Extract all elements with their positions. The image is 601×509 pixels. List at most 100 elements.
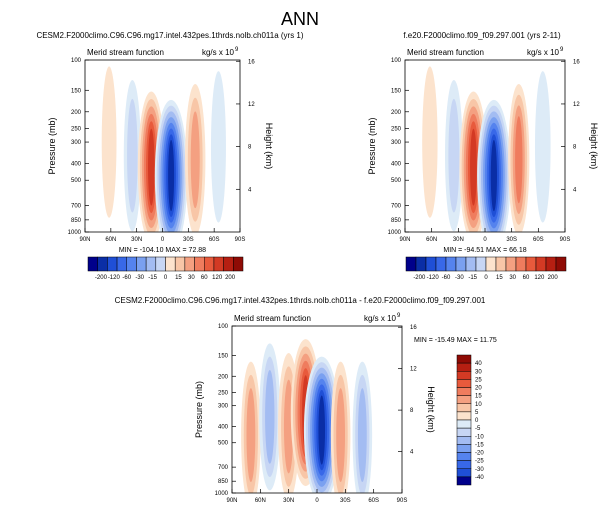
x-tick-label: 90S: [397, 498, 408, 504]
panel-right-label: kg/s x 10: [364, 314, 397, 323]
x-tick-label: 30S: [183, 237, 194, 243]
y-tick-label: 200: [218, 374, 229, 380]
contour-cell-4-level-8: [168, 140, 175, 212]
colorbar-label: -200: [413, 275, 426, 281]
contour-cell-7-level-3: [357, 388, 367, 482]
y-tick-label: 700: [218, 465, 229, 471]
x-tick-label: 90S: [560, 237, 571, 243]
colorbar-label: 0: [484, 275, 488, 281]
panel-title: f.e20.F2000climo.f09_f09.297.001 (yrs 2-…: [403, 31, 561, 40]
colorbar-box: [515, 256, 527, 272]
colorbar-label: 0: [164, 275, 168, 281]
y-tick-label: 200: [71, 110, 82, 116]
colorbar-box: [204, 256, 215, 272]
colorbar-box: [456, 371, 472, 380]
x-tick-label: 0: [161, 237, 165, 243]
right-y-tick-label: 4: [410, 450, 414, 456]
colorbar-label: -10: [475, 434, 484, 440]
contour-cell-6-level-3: [336, 388, 346, 482]
colorbar-label: -5: [475, 426, 481, 432]
panel-right-label-exponent: 9: [235, 47, 239, 53]
colorbar-box: [97, 256, 108, 272]
colorbar-box: [456, 476, 472, 486]
colorbar-box: [233, 256, 244, 272]
right-y-tick-label: 16: [410, 325, 417, 331]
y-tick-label: 250: [71, 126, 82, 132]
y-tick-label: 300: [218, 404, 229, 410]
right-y-tick-label: 12: [573, 102, 580, 108]
colorbar-box: [223, 256, 234, 272]
contour-cell-4-level-8: [490, 140, 497, 212]
colorbar-box: [184, 256, 195, 272]
y-tick-label: 150: [218, 353, 229, 359]
colorbar-box: [445, 256, 457, 272]
x-tick-label: 90S: [235, 237, 246, 243]
colorbar-box: [194, 256, 205, 272]
colorbar-label: -30: [135, 275, 144, 281]
y-tick-label: 850: [71, 218, 82, 224]
y-tick-label: 1000: [215, 491, 229, 497]
contour-cell-1-level-1: [422, 66, 438, 218]
colorbar-label: -15: [468, 275, 477, 281]
y-axis-label: Pressure (mb): [194, 381, 204, 438]
right-y-tick-label: 8: [410, 408, 414, 414]
colorbar-label: 30: [188, 275, 195, 281]
colorbar-label: -60: [122, 275, 131, 281]
y-tick-label: 400: [218, 425, 229, 431]
colorbar-box: [555, 256, 567, 272]
colorbar-box: [456, 444, 472, 453]
min-max-stats: MIN = -104.10 MAX = 72.88: [119, 247, 206, 254]
y-tick-label: 100: [391, 58, 402, 64]
y-tick-label: 400: [71, 162, 82, 168]
panel-right-label: kg/s x 10: [527, 48, 560, 57]
y-tick-label: 300: [391, 140, 402, 146]
x-tick-label: 60N: [105, 237, 116, 243]
y-tick-label: 100: [71, 58, 82, 64]
colorbar-label: -120: [108, 275, 121, 281]
colorbar-label: 10: [475, 402, 482, 408]
colorbar-label: 40: [475, 361, 482, 367]
colorbar-box: [456, 379, 472, 388]
panel-right-label: kg/s x 10: [202, 48, 235, 57]
colorbar-label: 60: [523, 275, 530, 281]
colorbar-label: -30: [475, 467, 484, 473]
colorbar-label: -15: [148, 275, 157, 281]
colorbar-box: [456, 411, 472, 421]
colorbar-box: [165, 256, 176, 272]
x-tick-label: 60S: [533, 237, 544, 243]
colorbar-box: [126, 256, 137, 272]
panel-1: CESM2.F2000climo.C96.C96.mg17.intel.432p…: [36, 31, 303, 254]
colorbar-box: [535, 256, 547, 272]
colorbar-label: -120: [427, 275, 440, 281]
panel-right-label-exponent: 9: [560, 47, 564, 53]
y-tick-label: 850: [391, 218, 402, 224]
x-tick-label: 30N: [283, 498, 294, 504]
right-y-tick-label: 12: [248, 102, 255, 108]
x-tick-label: 60N: [255, 498, 266, 504]
x-tick-label: 0: [483, 237, 487, 243]
colorbar-box: [87, 256, 98, 272]
colorbar-box: [107, 256, 118, 272]
x-tick-label: 60S: [368, 498, 379, 504]
right-y-axis-label: Height (km): [264, 123, 274, 170]
colorbar-box: [456, 468, 472, 478]
contour-cell-2-level-2: [127, 98, 138, 213]
colorbar-box: [455, 256, 467, 272]
colorbar-label: 120: [212, 275, 223, 281]
colorbar-box: [213, 256, 224, 272]
right-y-tick-label: 4: [573, 187, 577, 193]
y-tick-label: 500: [218, 441, 229, 447]
colorbar-box: [456, 419, 472, 429]
contour-cell-3-level-6: [470, 128, 477, 206]
y-tick-label: 400: [391, 162, 402, 168]
right-y-tick-label: 8: [248, 145, 252, 151]
panels: CESM2.F2000climo.C96.C96.mg17.intel.432p…: [36, 31, 599, 504]
x-tick-label: 0: [315, 498, 319, 504]
contour-cell-5-level-8: [318, 395, 326, 465]
colorbar-box: [456, 452, 472, 461]
y-tick-label: 850: [218, 479, 229, 485]
colorbar-label: 200: [225, 275, 236, 281]
x-tick-label: 30S: [340, 498, 351, 504]
panel-title: CESM2.F2000climo.C96.C96.mg17.intel.432p…: [115, 296, 486, 305]
